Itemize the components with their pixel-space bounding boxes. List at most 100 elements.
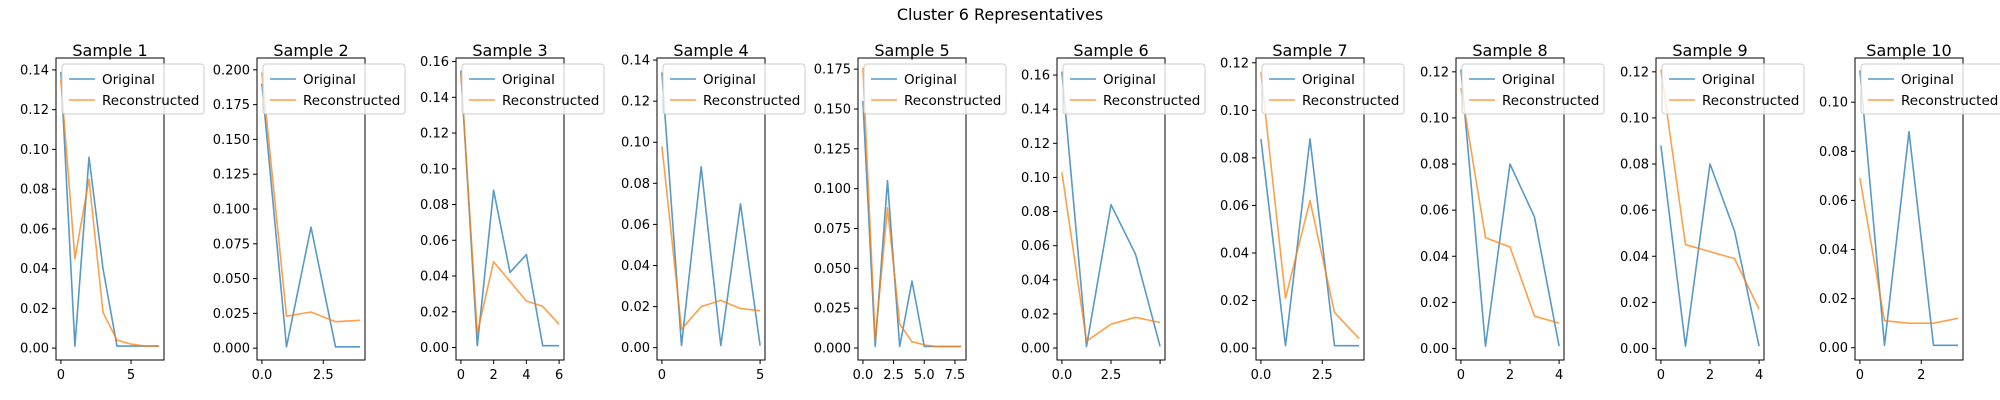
y-tick-label: 0.175	[213, 98, 250, 113]
legend-label: Original	[102, 72, 155, 88]
legend-label: Reconstructed	[1502, 93, 1599, 109]
y-tick-label: 0.075	[814, 222, 851, 237]
y-tick-label: 0.02	[621, 300, 650, 315]
legend: Original Reconstructed	[461, 63, 605, 115]
y-tick-label: 0.00	[1021, 342, 1050, 357]
y-tick-label: 0.12	[1420, 65, 1449, 80]
figure-title: Cluster 6 Representatives	[897, 5, 1103, 24]
y-tick-label: 0.12	[621, 95, 650, 110]
x-tick-label: 4	[522, 368, 530, 383]
subplot-title: Sample 9	[1672, 41, 1747, 60]
legend: Original Reconstructed	[1461, 63, 1605, 115]
x-tick-label: 0.0	[252, 368, 273, 383]
legend: Original Reconstructed	[662, 63, 806, 115]
y-tick-label: 0.10	[420, 162, 449, 177]
x-tick-label: 0	[57, 368, 65, 383]
x-tick-label: 0	[1657, 368, 1665, 383]
y-tick-label: 0.14	[1021, 103, 1050, 118]
axes-frame	[455, 57, 565, 361]
legend-label: Original	[703, 72, 756, 88]
y-tick-label: 0.12	[1220, 56, 1249, 71]
series-line-reconstructed	[661, 146, 761, 331]
series-line-original	[261, 83, 361, 348]
y-tick-label: 0.08	[1220, 151, 1249, 166]
legend-label: Original	[904, 72, 957, 88]
y-tick-label: 0.08	[1420, 158, 1449, 173]
series-line-reconstructed	[1460, 87, 1560, 324]
legend: Original Reconstructed	[1661, 63, 1805, 115]
x-tick-label: 5	[127, 368, 135, 383]
legend-label: Reconstructed	[904, 93, 1001, 109]
legend-label: Original	[303, 72, 356, 88]
legend-box	[662, 63, 806, 115]
series-line-reconstructed	[1260, 72, 1360, 340]
series-line-original	[1660, 145, 1760, 348]
x-tick-label: 5.0	[914, 368, 935, 383]
y-tick-label: 0.02	[1620, 296, 1649, 311]
y-tick-label: 0.10	[20, 143, 49, 158]
subplot-2: Sample 2 0.000 0.025 0.050 0.075 0.100 0.125 0.…	[213, 41, 406, 383]
y-tick-label: 0.08	[20, 183, 49, 198]
axes-frame	[55, 57, 165, 361]
series-line-reconstructed	[1660, 69, 1760, 310]
series-line-reconstructed	[862, 67, 962, 348]
y-tick-label: 0.14	[621, 54, 650, 69]
y-tick-label: 0.08	[1021, 205, 1050, 220]
y-tick-label: 0.075	[213, 237, 250, 252]
y-tick-label: 0.04	[1420, 250, 1449, 265]
subplot-title: Sample 3	[472, 41, 547, 60]
legend-box	[262, 63, 406, 115]
y-tick-label: 0.10	[1220, 104, 1249, 119]
y-tick-label: 0.06	[1620, 204, 1649, 219]
series-line-reconstructed	[261, 72, 361, 323]
series-line-original	[1061, 71, 1161, 348]
legend-box	[1461, 63, 1605, 115]
y-tick-label: 0.02	[20, 302, 49, 317]
series-line-original	[1460, 69, 1560, 348]
y-tick-label: 0.02	[1220, 294, 1249, 309]
x-tick-label: 2	[1917, 368, 1925, 383]
y-tick-label: 0.100	[814, 182, 851, 197]
y-tick-label: 0.125	[814, 142, 851, 157]
y-tick-label: 0.025	[814, 302, 851, 317]
subplot-title: Sample 10	[1866, 41, 1951, 60]
axes-frame	[656, 57, 766, 361]
subplot-9: Sample 9 0.00 0.02 0.04 0.06 0.08 0.10 0.12 0 2 4 O…	[1620, 41, 1805, 383]
legend: Original Reconstructed	[1062, 63, 1206, 115]
x-tick-label: 2.5	[1101, 368, 1122, 383]
y-tick-label: 0.08	[1620, 158, 1649, 173]
legend-label: Reconstructed	[1702, 93, 1799, 109]
y-tick-label: 0.12	[420, 127, 449, 142]
legend-box	[1661, 63, 1805, 115]
legend: Original Reconstructed	[863, 63, 1007, 115]
y-tick-label: 0.08	[621, 177, 650, 192]
y-tick-label: 0.04	[1819, 243, 1848, 258]
series-line-reconstructed	[460, 74, 560, 335]
legend: Original Reconstructed	[1860, 63, 2000, 115]
y-tick-label: 0.00	[621, 341, 650, 356]
y-tick-label: 0.050	[814, 262, 851, 277]
subplot-4: Sample 4 0.00 0.02 0.04 0.06 0.08 0.10 0.12 0.14…	[621, 41, 806, 383]
x-tick-label: 0.0	[1251, 368, 1272, 383]
y-tick-label: 0.10	[1420, 111, 1449, 126]
series-line-original	[460, 70, 560, 347]
legend-label: Reconstructed	[502, 93, 599, 109]
y-tick-label: 0.000	[814, 342, 851, 357]
subplot-title: Sample 5	[874, 41, 949, 60]
x-tick-label: 2.5	[883, 368, 904, 383]
legend-box	[1062, 63, 1206, 115]
y-tick-label: 0.06	[20, 222, 49, 237]
subplot-7: Sample 7 0.00 0.02 0.04 0.06 0.08 0.10 0.12 0.0 2…	[1220, 41, 1405, 383]
x-tick-label: 0.0	[1052, 368, 1073, 383]
y-tick-label: 0.08	[420, 198, 449, 213]
y-tick-label: 0.06	[1420, 204, 1449, 219]
y-tick-label: 0.14	[420, 91, 449, 106]
y-tick-label: 0.000	[213, 342, 250, 357]
y-tick-label: 0.02	[1819, 292, 1848, 307]
legend-label: Reconstructed	[102, 93, 199, 109]
y-tick-label: 0.150	[213, 133, 250, 148]
y-tick-label: 0.04	[621, 259, 650, 274]
y-tick-label: 0.12	[1620, 65, 1649, 80]
x-tick-label: 0	[1856, 368, 1864, 383]
legend-label: Reconstructed	[1103, 93, 1200, 109]
